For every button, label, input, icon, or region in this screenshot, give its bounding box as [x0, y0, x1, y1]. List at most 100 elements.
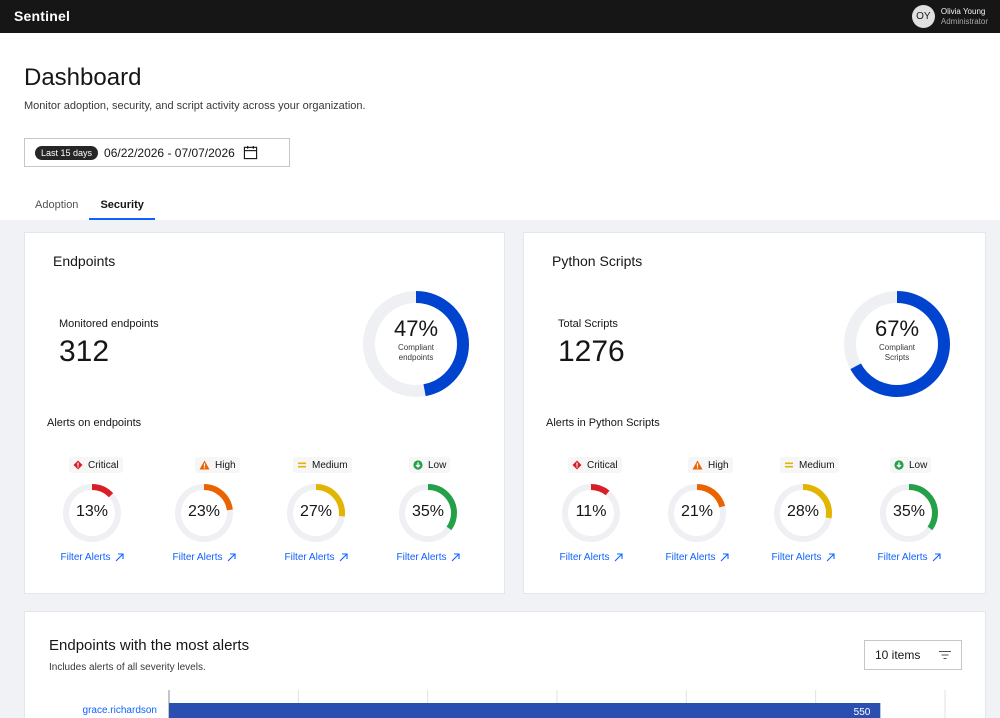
card-title: Endpoints with the most alerts — [49, 637, 250, 654]
filter-alerts-label: Filter Alerts — [172, 552, 223, 563]
severity-ring-svg — [399, 484, 457, 542]
date-range-picker[interactable]: Last 15 days 06/22/2026 - 07/07/2026 — [24, 138, 290, 167]
arrow-up-right-icon — [932, 553, 941, 562]
user-name: Olivia Young — [940, 6, 986, 16]
bar[interactable] — [169, 703, 881, 718]
endpoints-card: Endpoints Monitored endpoints 312 47% Co… — [24, 232, 505, 594]
compliance-donut: 67% Compliant Scripts — [842, 289, 952, 399]
low-icon — [413, 460, 428, 470]
severity-percent: 21% — [680, 503, 714, 520]
severity-percent: 35% — [411, 503, 445, 520]
alert-low: Low 35% Filter Alerts — [383, 455, 473, 575]
arrow-up-right-icon — [826, 553, 835, 562]
compliance-donut: 47% Compliant endpoints — [361, 289, 471, 399]
most-alerts-card: Endpoints with the most alerts Includes … — [24, 611, 986, 718]
avatar[interactable]: OY — [911, 5, 935, 28]
severity-ring-svg — [668, 484, 726, 542]
compliance-caption-line-1: Compliant — [397, 343, 434, 352]
ring-arc — [880, 484, 938, 542]
severity-label: Low — [428, 459, 447, 471]
severity-label: Medium — [799, 459, 835, 471]
severity-badge: High — [195, 457, 240, 473]
ring-arc — [175, 484, 233, 542]
filter-icon — [939, 651, 951, 659]
severity-percent: 28% — [786, 503, 820, 520]
filter-alerts-link[interactable]: Filter Alerts — [864, 552, 954, 563]
ring-arc — [363, 291, 469, 397]
alerts-label: Alerts on endpoints — [47, 417, 142, 429]
ring-arc — [844, 291, 950, 397]
severity-badge: Low — [890, 457, 932, 473]
alert-critical: Critical 11% Filter Alerts — [546, 455, 636, 575]
calendar-icon[interactable] — [243, 145, 258, 160]
tab-security[interactable]: Security — [89, 195, 155, 220]
filter-alerts-link[interactable]: Filter Alerts — [271, 552, 361, 563]
card-title: Python Scripts — [552, 253, 643, 269]
alert-critical: Critical 13% Filter Alerts — [47, 455, 137, 575]
arrow-up-right-icon — [115, 553, 124, 562]
bar-category-label[interactable]: grace.richardson — [83, 705, 157, 716]
date-range-text[interactable]: 06/22/2026 - 07/07/2026 — [104, 145, 235, 160]
alert-medium: Medium 27% Filter Alerts — [271, 455, 361, 575]
high-icon — [199, 460, 215, 470]
app-brand[interactable]: Sentinel — [14, 8, 71, 24]
compliance-percent: 67% — [874, 316, 920, 341]
date-preset-badge[interactable]: Last 15 days — [35, 145, 99, 160]
medium-icon — [784, 460, 799, 470]
items-count-select[interactable]: 10 items — [864, 640, 962, 670]
filter-alerts-label: Filter Alerts — [60, 552, 111, 563]
severity-donut: 27% — [286, 483, 346, 543]
filter-alerts-link[interactable]: Filter Alerts — [47, 552, 137, 563]
severity-percent: 27% — [299, 503, 333, 520]
filter-alerts-label: Filter Alerts — [284, 552, 335, 563]
compliance-caption-line-2: Scripts — [884, 353, 910, 362]
filter-alerts-link[interactable]: Filter Alerts — [159, 552, 249, 563]
severity-percent: 11% — [575, 503, 607, 520]
tab-adoption[interactable]: Adoption — [35, 199, 79, 211]
compliance-caption-line-1: Compliant — [878, 343, 915, 352]
ring-arc — [287, 484, 345, 542]
dashboard-tabs: Adoption Security — [24, 195, 155, 220]
severity-badge: Critical — [568, 457, 622, 473]
severity-badge: Critical — [69, 457, 123, 473]
filter-alerts-link[interactable]: Filter Alerts — [546, 552, 636, 563]
user-menu[interactable]: OY Olivia Young Administrator — [911, 5, 988, 28]
filter-alerts-link[interactable]: Filter Alerts — [652, 552, 742, 563]
severity-ring-svg — [880, 484, 938, 542]
severity-donut: 28% — [773, 483, 833, 543]
metric-label: Total Scripts — [558, 318, 618, 330]
severity-label: High — [215, 459, 236, 471]
page-subtitle: Monitor adoption, security, and script a… — [24, 100, 366, 112]
alert-high: High 21% Filter Alerts — [652, 455, 742, 575]
arrow-up-right-icon — [614, 553, 623, 562]
ring-arc — [774, 484, 832, 542]
filter-alerts-link[interactable]: Filter Alerts — [383, 552, 473, 563]
arrow-up-right-icon — [451, 553, 460, 562]
severity-ring-svg — [175, 484, 233, 542]
user-role: Administrator — [940, 16, 988, 26]
compliance-percent: 47% — [393, 316, 439, 341]
alerts-bar-chart: grace.richardson 550 — [25, 690, 987, 718]
severity-donut: 21% — [667, 483, 727, 543]
alerts-label: Alerts in Python Scripts — [546, 417, 660, 429]
filter-alerts-label: Filter Alerts — [396, 552, 447, 563]
severity-donut: 35% — [398, 483, 458, 543]
alert-medium: Medium 28% Filter Alerts — [758, 455, 848, 575]
bar-value-label: 550 — [854, 707, 871, 718]
compliance-ring-svg — [844, 291, 950, 397]
arrow-up-right-icon — [720, 553, 729, 562]
filter-alerts-label: Filter Alerts — [559, 552, 610, 563]
severity-badge: Low — [409, 457, 451, 473]
filter-alerts-label: Filter Alerts — [877, 552, 928, 563]
arrow-up-right-icon — [339, 553, 348, 562]
severity-label: Medium — [312, 459, 348, 471]
severity-badge: Medium — [293, 457, 352, 473]
low-icon — [894, 460, 909, 470]
severity-badge: High — [688, 457, 733, 473]
ring-arc — [399, 484, 457, 542]
card-subtitle: Includes alerts of all severity levels. — [49, 662, 206, 673]
severity-percent: 23% — [187, 503, 221, 520]
medium-icon — [297, 460, 312, 470]
filter-alerts-link[interactable]: Filter Alerts — [758, 552, 848, 563]
severity-donut: 23% — [174, 483, 234, 543]
